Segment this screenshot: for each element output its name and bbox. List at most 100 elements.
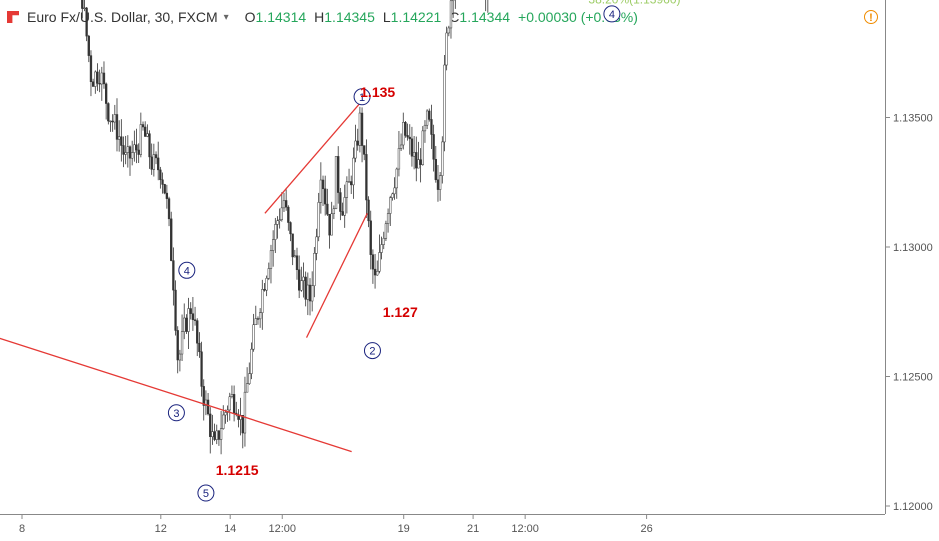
- candle-body: [313, 253, 316, 287]
- candle-body: [154, 154, 158, 159]
- candle-body: [402, 122, 405, 146]
- candle-body: [423, 124, 427, 132]
- candle-body: [341, 211, 344, 216]
- candle-body: [369, 220, 372, 255]
- candle-body: [421, 130, 424, 165]
- candle-body: [265, 277, 268, 291]
- candle-body: [109, 120, 112, 123]
- trendline-wedge-lower[interactable]: [305, 213, 368, 338]
- candle-body: [434, 158, 437, 181]
- candle-body: [167, 198, 171, 220]
- price-tick-label: 1.12500: [893, 372, 933, 384]
- price-tick-label: 1.13000: [893, 242, 933, 254]
- candle-body: [317, 202, 320, 238]
- candle-body: [209, 413, 212, 437]
- candle-body: [315, 236, 318, 254]
- symbol-title[interactable]: Euro Fx/U.S. Dollar, 30, FXCM: [27, 9, 218, 25]
- candle-body: [295, 255, 299, 270]
- candle-body: [386, 213, 390, 224]
- candle-body: [404, 122, 407, 136]
- candle-body: [391, 193, 394, 198]
- candle-body: [180, 331, 184, 355]
- candle-body: [419, 159, 422, 165]
- candle-body: [228, 396, 231, 411]
- candle-body: [241, 414, 244, 434]
- candle-body: [165, 192, 169, 199]
- candle-body: [347, 181, 351, 183]
- candle-body: [324, 188, 327, 205]
- candle-body: [189, 308, 192, 314]
- candle-body: [91, 81, 95, 87]
- wave-label-circle: [197, 484, 215, 502]
- candle-body: [172, 260, 175, 291]
- chevron-down-icon[interactable]: ▾: [223, 11, 229, 23]
- wave-label-number: 4: [184, 265, 190, 277]
- candle-body: [395, 168, 398, 189]
- candle-body: [321, 179, 325, 190]
- candle-body: [94, 71, 97, 87]
- time-tick-label: 8: [19, 523, 25, 535]
- trendline-wedge-upper[interactable]: [264, 96, 367, 214]
- candle-body: [438, 175, 442, 190]
- wave-label-circle: [363, 342, 381, 360]
- candle-body: [274, 224, 277, 240]
- candle-body: [449, 0, 453, 29]
- candle-body: [380, 244, 383, 253]
- candle-body: [176, 330, 179, 361]
- candle-body: [150, 156, 153, 170]
- candle-body: [278, 219, 281, 221]
- candle-body: [415, 152, 418, 169]
- candle-body: [135, 144, 138, 151]
- candle-body: [85, 7, 88, 37]
- candle-body: [96, 71, 99, 84]
- candle-body: [144, 126, 147, 137]
- price-target-annotation: 1.1215: [216, 462, 259, 478]
- candle-body: [339, 192, 342, 212]
- candle-body: [399, 144, 403, 149]
- time-tick-label: 12: [155, 523, 167, 535]
- candle-body: [146, 133, 149, 137]
- price-target-annotation: 1.127: [383, 304, 418, 320]
- candle-body: [107, 103, 110, 122]
- candle-body: [252, 324, 255, 350]
- candle-body: [445, 32, 448, 66]
- candle-body: [113, 114, 116, 123]
- wave-label-number: 4: [609, 9, 615, 21]
- candle-body: [159, 169, 162, 181]
- candle-body: [250, 348, 253, 374]
- candle-body: [360, 112, 364, 146]
- close-label: C: [449, 9, 460, 25]
- candle-body: [170, 218, 173, 261]
- candle-body: [118, 136, 121, 140]
- candle-body: [436, 179, 440, 190]
- wave-label-number: 5: [203, 488, 209, 500]
- candle-body: [326, 203, 329, 215]
- candle-body: [410, 138, 414, 157]
- time-tick-label: 21: [467, 523, 479, 535]
- candle-body: [206, 399, 210, 415]
- candle-body: [157, 157, 160, 171]
- candle-body: [83, 7, 86, 9]
- candle-body: [120, 136, 123, 146]
- candle-body: [202, 386, 205, 406]
- candle-body: [187, 308, 190, 332]
- open-label: O: [244, 9, 256, 25]
- candle-body: [139, 124, 142, 155]
- candle-body: [87, 35, 90, 56]
- candle-body: [217, 430, 221, 440]
- candle-body: [285, 200, 288, 208]
- candle-body: [282, 200, 286, 209]
- candle-body: [269, 250, 273, 269]
- trendline-lower-channel[interactable]: [0, 337, 352, 453]
- candle-body: [291, 233, 294, 258]
- candle-body: [178, 353, 182, 361]
- candle-body: [248, 373, 251, 384]
- alert-circle-icon[interactable]: !: [864, 10, 878, 24]
- candle-body: [354, 140, 357, 159]
- candle-body: [443, 64, 446, 143]
- candle-body: [382, 238, 385, 245]
- candle-body: [196, 320, 199, 344]
- candle-body: [356, 140, 359, 146]
- low-value: 1.14221: [390, 9, 442, 25]
